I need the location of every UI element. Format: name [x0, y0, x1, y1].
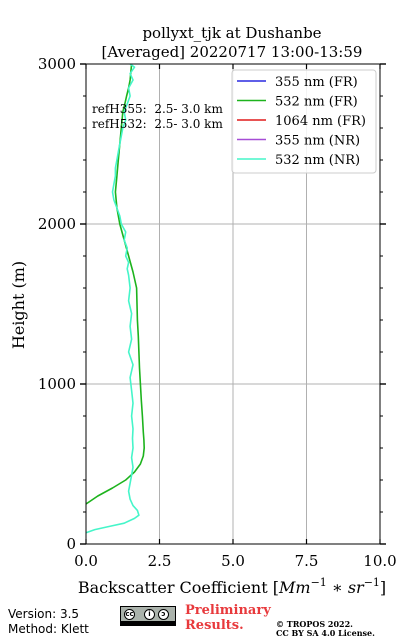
legend-label: 532 nm (FR)	[275, 95, 358, 110]
x-tick-label: 2.5	[148, 552, 172, 570]
attribution-icon: i	[144, 609, 155, 620]
y-tick-label: 2000	[38, 215, 76, 233]
chart: pollyxt_tjk at Dushanbe [Averaged] 20220…	[9, 24, 397, 597]
copyright-line1: © TROPOS 2022.	[276, 619, 353, 629]
axis-ticks: 0.0 2.5 5.0 7.5 10.0 0 1000 2000 3000	[38, 55, 397, 570]
legend: 355 nm (FR) 532 nm (FR) 1064 nm (FR) 355 nm…	[231, 69, 377, 174]
legend-box	[231, 69, 377, 174]
legend-label: 355 nm (NR)	[275, 134, 360, 149]
y-tick-label: 0	[66, 535, 76, 553]
x-tick-label: 0.0	[74, 552, 98, 570]
preliminary-results-label: Preliminary Results.	[185, 603, 271, 633]
cc-license-logo: cc i ↄ	[120, 606, 176, 626]
series-line-532-nm-nr	[85, 63, 140, 534]
method-text: Method: Klett	[8, 622, 89, 636]
y-axis-label: Height (m)	[9, 261, 28, 349]
share-alike-icon: ↄ	[158, 609, 169, 620]
x-tick-label: 5.0	[221, 552, 245, 570]
chart-subtitle: [Averaged] 20220717 13:00-13:59	[102, 43, 363, 61]
copyright-notice: © TROPOS 2022. CC BY SA 4.0 License.	[276, 620, 375, 638]
x-axis-label: Backscatter Coefficient [Mm−1 ∗ sr−1]	[78, 576, 386, 597]
series-line-532-nm-fr	[85, 63, 145, 505]
legend-label: 1064 nm (FR)	[275, 114, 366, 129]
x-tick-label: 7.5	[295, 552, 319, 570]
preliminary-line1: Preliminary	[185, 603, 271, 618]
preliminary-line2: Results.	[185, 618, 244, 633]
version-text: Version: 3.5	[8, 607, 80, 621]
copyright-line2: CC BY SA 4.0 License.	[276, 628, 375, 638]
annotation-ref532: refH532: 2.5- 3.0 km	[92, 117, 223, 131]
legend-label: 532 nm (NR)	[275, 153, 360, 168]
annotation-ref355: refH355: 2.5- 3.0 km	[92, 102, 223, 116]
cc-icon: cc	[124, 609, 135, 620]
series-lines	[85, 63, 145, 534]
chart-title: pollyxt_tjk at Dushanbe	[142, 24, 321, 42]
legend-label: 355 nm (FR)	[275, 75, 358, 90]
y-tick-label: 3000	[38, 55, 76, 73]
y-tick-label: 1000	[38, 375, 76, 393]
x-tick-label: 10.0	[363, 552, 396, 570]
